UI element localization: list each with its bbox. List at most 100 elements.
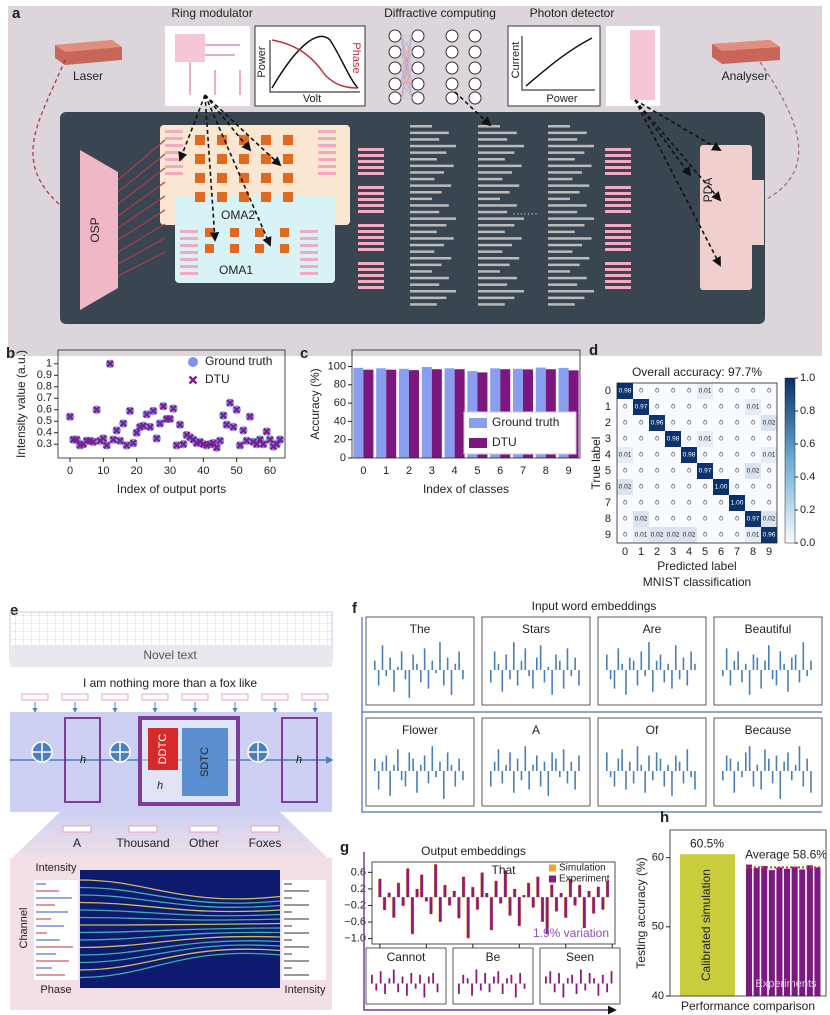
panel-label: h — [660, 809, 669, 826]
y-tick-label: 0.3 — [37, 438, 52, 450]
phase-input — [34, 880, 78, 980]
diffractive-slot — [548, 158, 575, 161]
colorbar — [784, 377, 796, 544]
output-pad — [605, 172, 631, 175]
cell — [649, 383, 665, 399]
embedding-bar — [752, 771, 755, 787]
embedding-bar — [384, 983, 386, 994]
plot-frame — [371, 861, 616, 945]
cell-label: 0 — [735, 516, 739, 523]
cell — [649, 431, 665, 447]
embedding-bar — [613, 771, 616, 787]
cell-label: 0 — [719, 500, 723, 507]
cell — [761, 527, 777, 543]
y-axis-label: Accuracy (%) — [308, 368, 322, 439]
y-tick-label: −1.0 — [344, 933, 366, 945]
word-label: Seen — [566, 950, 594, 964]
cell — [617, 463, 633, 479]
embedding-bar — [551, 670, 553, 695]
word-label: The — [410, 622, 431, 636]
modulator-cell — [261, 173, 271, 183]
output-box — [128, 825, 158, 833]
embedding-bar — [379, 971, 382, 984]
embedding-bar — [783, 663, 785, 670]
pad — [165, 144, 183, 147]
cell — [745, 415, 761, 431]
diffractive-slot — [410, 151, 447, 154]
bar — [601, 897, 605, 910]
cell — [761, 383, 777, 399]
diffractive-slot — [410, 243, 444, 247]
diffractive-slot — [410, 257, 452, 260]
embedding-bar — [729, 670, 732, 686]
cell-label: 0 — [671, 420, 675, 427]
bar — [587, 890, 591, 898]
output-pad — [605, 166, 631, 169]
diffractive-slot — [548, 276, 587, 280]
cell-label: 0 — [751, 436, 755, 443]
cell-label: 0.96 — [763, 532, 776, 539]
point — [166, 415, 174, 423]
point — [236, 441, 244, 450]
bar — [421, 366, 432, 458]
output-box — [250, 825, 280, 833]
modulator-cell — [217, 154, 227, 164]
embedding-bar — [574, 771, 576, 790]
phase-curve — [271, 39, 359, 89]
embedding-bar — [562, 749, 565, 771]
bar — [504, 870, 507, 898]
neuron — [411, 77, 425, 91]
cell-label: 0 — [639, 452, 643, 459]
cell-label: 0.98 — [683, 452, 696, 459]
cell — [665, 399, 681, 415]
cell-label: 0.01 — [699, 436, 712, 443]
embedding-bar — [671, 771, 673, 796]
field-line — [79, 909, 281, 917]
channel-label: Channel — [18, 908, 30, 949]
bar — [363, 369, 374, 458]
embedding-bar — [629, 657, 631, 670]
embedding-bar — [806, 670, 808, 677]
embedding-bar — [501, 771, 504, 784]
field-line — [79, 944, 281, 964]
cell — [665, 511, 681, 527]
cell — [761, 495, 777, 511]
cell-label: 0 — [671, 468, 675, 475]
cell — [633, 511, 649, 527]
token-box — [21, 693, 49, 701]
diffractive-slot — [410, 191, 442, 194]
subtitle: MNIST classification — [643, 575, 751, 589]
diffractive-slot — [548, 243, 582, 247]
pad — [318, 172, 336, 175]
embedding-bar — [771, 771, 774, 784]
y-tick-label: 6 — [605, 481, 611, 493]
bar — [443, 885, 447, 898]
bar — [409, 370, 420, 458]
cell — [697, 463, 713, 479]
cell — [745, 479, 761, 495]
embedding-bar — [578, 670, 580, 686]
embedding-bar — [466, 978, 469, 984]
cell — [745, 495, 761, 511]
cell — [761, 479, 777, 495]
embedding-bar — [640, 651, 643, 670]
cell — [681, 383, 697, 399]
embedding-bar — [566, 648, 569, 670]
diffractive-title: Diffractive computing — [384, 6, 496, 20]
bar — [444, 368, 455, 458]
modulator-cell — [283, 173, 293, 183]
output-pad — [605, 154, 631, 157]
cell — [681, 527, 697, 543]
embedding-bar — [532, 764, 534, 771]
output-pad — [358, 148, 384, 151]
bar — [550, 884, 554, 898]
embedding-bar — [547, 771, 550, 796]
modulator-cell — [195, 173, 205, 183]
analyser-top — [712, 40, 780, 51]
embedding-bar — [748, 746, 751, 771]
cell — [713, 431, 729, 447]
neuron — [468, 45, 482, 59]
y-tick-label: 0 — [340, 452, 346, 464]
pad — [318, 130, 336, 133]
